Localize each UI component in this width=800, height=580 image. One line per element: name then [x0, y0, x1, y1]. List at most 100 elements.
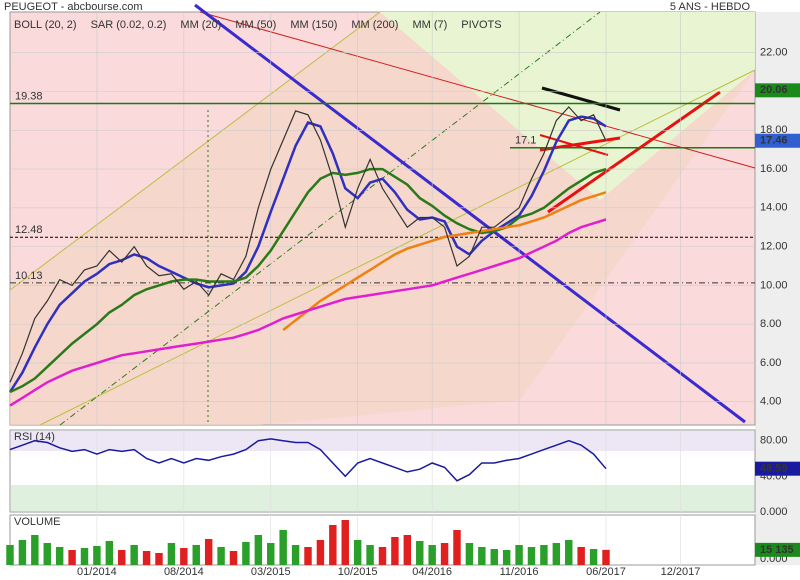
volume-bar — [353, 540, 362, 565]
volume-bar — [93, 546, 101, 565]
pivot-label: 17.1 — [515, 135, 536, 147]
volume-tag-label: 15 135 — [760, 544, 794, 556]
volume-bar — [502, 550, 511, 565]
trend-line — [199, 11, 756, 169]
volume-bar — [304, 547, 312, 565]
volume-bar — [428, 545, 436, 565]
pivot-label: 19.38 — [15, 90, 43, 102]
channel-line — [39, 69, 756, 426]
volume-bar — [527, 547, 536, 565]
period: 5 ANS - HEBDO — [670, 1, 751, 13]
volume-bar — [142, 551, 151, 565]
legend-entry: SAR (0.02, 0.2) — [91, 19, 167, 31]
y-tick-label: 14.00 — [760, 202, 788, 214]
volume-bar — [167, 543, 176, 565]
volume-bar — [217, 547, 225, 565]
rsi-title: RSI (14) — [14, 431, 55, 443]
price-tag — [755, 83, 800, 98]
volume-bar — [6, 545, 14, 565]
volume-bar — [589, 549, 598, 565]
pivot-label: 12.48 — [15, 224, 43, 236]
x-tick-label: 11/2016 — [500, 566, 539, 578]
volume-bar — [478, 547, 486, 565]
moving-average — [282, 191, 607, 331]
volume-title: VOLUME — [14, 516, 60, 528]
volume-bar — [565, 540, 573, 565]
x-tick-label: 10/2015 — [338, 566, 378, 578]
volume-bar — [540, 545, 548, 565]
pivot-label: 10.13 — [15, 270, 43, 282]
volume-bar — [31, 535, 39, 565]
volume-bar — [515, 545, 523, 565]
volume-bar — [204, 539, 213, 565]
volume-bar — [105, 541, 114, 565]
volume-bar — [403, 535, 412, 565]
rsi-line — [9, 438, 607, 482]
volume-bar — [18, 540, 27, 565]
x-tick-label: 03/2015 — [251, 566, 291, 578]
y-tick-label: 0.000 — [760, 506, 788, 518]
channel-line — [9, 11, 381, 291]
moving-average — [8, 115, 607, 393]
rsi-tag — [755, 461, 800, 476]
volume-bar — [453, 530, 461, 565]
chart-title: PEUGEOT - abcbourse.com — [4, 1, 143, 13]
legend-entry: PIVOTS — [461, 19, 501, 31]
legend-entry: MM (50) — [235, 19, 276, 31]
trend-line — [194, 3, 746, 424]
price-tag-label: 20.06 — [760, 84, 788, 96]
rsi-oversold — [11, 485, 754, 511]
volume-bar — [80, 548, 89, 565]
volume-bar — [155, 553, 163, 565]
volume-bar — [130, 545, 138, 565]
y-tick-label: 16.00 — [760, 163, 788, 175]
volume-bar — [577, 547, 585, 565]
volume-bar — [267, 543, 275, 565]
volume-bar — [118, 550, 126, 565]
y-tick-label: 10.00 — [760, 279, 788, 291]
y-tick-label: 12.00 — [760, 241, 788, 253]
x-tick-label: 08/2014 — [164, 566, 204, 578]
volume-bar — [279, 530, 287, 565]
volume-bar — [391, 537, 399, 565]
price-line — [9, 106, 607, 383]
volume-bar — [254, 535, 263, 565]
volume-tag — [755, 542, 800, 557]
volume-bar — [68, 550, 76, 565]
price-tag-label: 17.46 — [760, 135, 788, 147]
volume-bar — [416, 541, 424, 565]
volume-bar — [602, 549, 610, 565]
legend-entry: BOLL (20, 2) — [14, 19, 77, 31]
price-tag — [755, 133, 800, 148]
x-tick-label: 12/2017 — [661, 566, 701, 578]
regression-line — [59, 11, 601, 426]
volume-bar — [378, 547, 387, 565]
volume-bar — [229, 551, 238, 565]
volume-bar — [291, 545, 300, 565]
y-tick-label: 80.00 — [760, 435, 788, 447]
rsi-overbought — [11, 431, 754, 451]
x-tick-label: 04/2016 — [412, 566, 452, 578]
y-tick-label: 22.00 — [760, 47, 788, 59]
volume-bar — [366, 545, 374, 565]
y-tick-label: 8.00 — [760, 318, 781, 330]
legend-entry: MM (200) — [351, 19, 398, 31]
volume-bar — [440, 543, 449, 565]
volume-bar — [465, 543, 474, 565]
volume-bar — [55, 547, 64, 565]
volume-bar — [341, 520, 349, 565]
legend-entry: MM (7) — [412, 19, 447, 31]
volume-bar — [180, 548, 188, 565]
x-tick-label: 01/2014 — [77, 566, 117, 578]
volume-bar — [242, 542, 250, 565]
volume-bar — [552, 543, 561, 565]
upper-channel — [380, 12, 755, 200]
y-tick-label: 18.00 — [760, 124, 788, 136]
volume-bar — [192, 545, 200, 565]
rsi-tag-label: 48.59 — [760, 463, 788, 475]
volume-bar — [490, 549, 498, 565]
volume-bar — [43, 543, 51, 565]
volume-bar — [329, 525, 337, 565]
y-tick-label: 6.00 — [760, 357, 781, 369]
